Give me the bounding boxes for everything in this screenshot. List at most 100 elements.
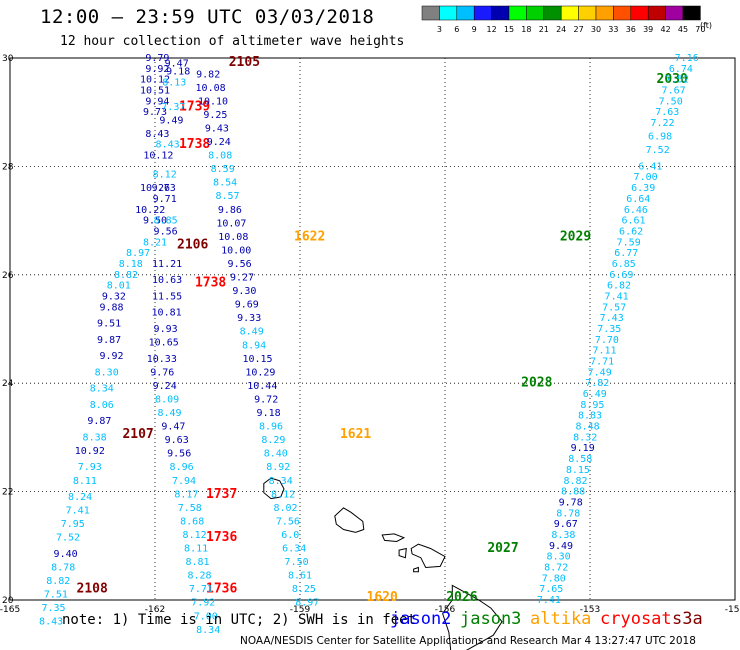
wave-height-label: 7.58	[178, 503, 202, 514]
scale-swatch	[456, 5, 475, 21]
wave-height-label: 8.82	[46, 576, 70, 587]
wave-height-label: 8.32	[573, 432, 597, 443]
wave-height-label: 9.43	[205, 124, 229, 135]
wave-height-label: 10.22	[135, 205, 165, 216]
pass-time-label: 2028	[521, 376, 552, 391]
wave-height-label: 7.94	[172, 476, 196, 487]
wave-height-label: 9.67	[554, 519, 578, 530]
swh-color-scale: 3 6 9 12 15 18 21 24 27 30 33 36 39 42 45 70	[421, 5, 705, 34]
wave-height-label: 8.94	[242, 340, 266, 351]
wave-height-label: 7.00	[634, 172, 658, 183]
wave-height-label: 9.25	[203, 110, 227, 121]
wave-height-label: 9.18	[257, 408, 281, 419]
footer-credit: NOAA/NESDIS Center for Satellite Applica…	[240, 635, 696, 647]
wave-height-label: 10.92	[75, 446, 105, 457]
scale-label: 24	[556, 25, 566, 34]
wave-height-label: 11.21	[152, 259, 182, 270]
pass-time-label: 2107	[122, 427, 153, 442]
wave-height-label: 7.41	[537, 595, 561, 606]
scale-label: 9	[472, 25, 477, 34]
mission-legend-item: s3a	[672, 609, 703, 629]
x-tick-label: -156	[435, 605, 456, 615]
scale-swatch	[595, 5, 614, 21]
wave-height-label: 8.48	[576, 422, 600, 433]
wave-height-label: 8.49	[157, 408, 181, 419]
y-tick-label: 24	[2, 379, 14, 389]
wave-height-label: 8.59	[211, 164, 235, 175]
island-outline	[413, 566, 419, 573]
island-outline	[334, 507, 365, 533]
wave-height-label: 10.12	[143, 151, 173, 162]
mission-legend-item: jason3	[460, 609, 522, 629]
wave-height-label: 8.34	[90, 384, 114, 395]
wave-height-label: 8.88	[561, 487, 585, 498]
plot-border	[9, 57, 736, 601]
wave-height-label: 7.70	[595, 335, 619, 346]
wave-height-label: 6.64	[626, 194, 650, 205]
wave-height-label: 6.82	[607, 281, 631, 292]
wave-height-label: 8.43	[39, 617, 63, 628]
pass-time-label: 2030	[657, 72, 688, 87]
scale-label: 3	[437, 25, 442, 34]
scale-swatch	[560, 5, 579, 21]
wave-height-label: 7.82	[585, 378, 609, 389]
pass-time-label: 1738	[195, 275, 226, 290]
wave-height-label: 7.49	[588, 367, 612, 378]
mission-legend-item: jason2	[390, 609, 452, 629]
wave-height-label: 9.49	[159, 115, 183, 126]
wave-height-label: 7.63	[655, 107, 679, 118]
wave-height-label: 8.97	[295, 598, 319, 609]
wave-height-label: 9.73	[143, 107, 167, 118]
wave-height-label: 8.12	[271, 489, 295, 500]
page-subtitle: 12 hour collection of altimeter wave hei…	[60, 34, 405, 49]
wave-height-label: 8.96	[259, 422, 283, 433]
wave-height-label: 10.65	[149, 338, 179, 349]
scale-label: 21	[539, 25, 549, 34]
wave-height-label: 6.39	[631, 183, 655, 194]
scale-label: 27	[574, 25, 584, 34]
wave-height-label: 6.74	[669, 64, 693, 75]
wave-height-label: 7.43	[600, 313, 624, 324]
scale-swatch	[508, 5, 527, 21]
wave-height-label: 9.87	[97, 335, 121, 346]
wave-height-label: 8.43	[145, 129, 169, 140]
wave-height-label: 6.34	[282, 544, 306, 555]
wave-height-label: 8.85	[154, 216, 178, 227]
wave-height-label: 8.24	[68, 492, 92, 503]
pass-time-label: 2027	[487, 541, 518, 556]
scale-label: 6	[454, 25, 459, 34]
scale-swatch	[613, 5, 632, 21]
wave-height-label: 9.24	[207, 137, 231, 148]
wave-height-label: 7.71	[189, 584, 213, 595]
wave-height-label: 8.21	[143, 237, 167, 248]
scale-label: 33	[608, 25, 618, 34]
wave-height-label: 9.88	[99, 302, 123, 313]
wave-height-label: 9.27	[230, 273, 254, 284]
pass-time-label: 1738	[179, 137, 210, 152]
wave-height-label: 10.08	[196, 83, 226, 94]
wave-height-label: 9.87	[87, 416, 111, 427]
wave-height-label: 9.47	[161, 422, 185, 433]
pass-time-label: 1736	[206, 582, 237, 597]
scale-swatch	[526, 5, 545, 21]
wave-height-label: 7.41	[66, 506, 90, 517]
wave-height-label: 9.50	[143, 216, 167, 227]
scale-swatch	[543, 5, 562, 21]
wave-height-label: 7.71	[590, 357, 614, 368]
scale-label: 15	[504, 25, 514, 34]
wave-height-label: 8.12	[183, 530, 207, 541]
island-outline	[410, 543, 446, 569]
wave-height-label: 10.07	[216, 218, 246, 229]
x-tick-label: -153	[580, 605, 600, 615]
wave-height-label: 9.93	[154, 324, 178, 335]
wave-height-label: 9.73	[152, 183, 176, 194]
scale-swatch	[439, 5, 458, 21]
wave-height-label: 8.30	[547, 552, 571, 563]
wave-height-label: 10.44	[247, 381, 277, 392]
pass-time-label: 1736	[206, 530, 237, 545]
wave-height-label: 7.65	[539, 584, 563, 595]
wave-height-label: 8.30	[95, 367, 119, 378]
wave-height-label: 8.06	[90, 400, 114, 411]
wave-height-label: 8.83	[578, 411, 602, 422]
